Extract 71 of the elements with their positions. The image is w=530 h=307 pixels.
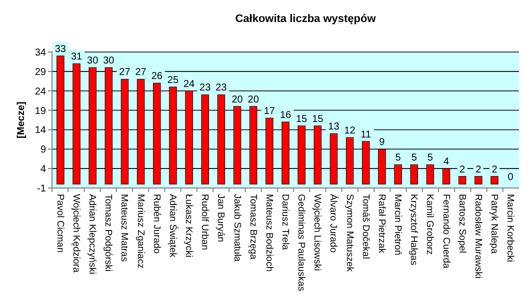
data-label: 2 — [460, 164, 466, 176]
data-label: 33 — [54, 44, 66, 55]
y-tick-label: 4 — [40, 164, 46, 176]
chart-title: Całkowita liczba występów — [235, 13, 376, 25]
data-label: 31 — [70, 52, 83, 63]
data-label: 5 — [411, 152, 418, 164]
x-tick-label: Szymon Matuszek — [344, 194, 355, 272]
x-tick-label: Adrian Świątek — [166, 194, 179, 258]
data-label: 23 — [200, 82, 212, 94]
data-label: 20 — [232, 94, 244, 106]
x-tick-label: Łukasz Krzycki — [183, 194, 194, 258]
data-label: 25 — [167, 74, 179, 86]
y-tick-label: -1 — [37, 184, 46, 194]
x-tick-label: Rudolf Urban — [199, 194, 210, 250]
data-label: 5 — [427, 152, 434, 164]
data-label: 30 — [87, 56, 99, 67]
x-tick-label: Mateusz Bodzioch — [263, 194, 274, 272]
x-tick-label: Marcin Pietroń — [392, 194, 404, 256]
x-tick-label: Tomáš Dočekal — [360, 194, 371, 259]
bar — [458, 176, 466, 184]
x-tick-label: Jakub Szmatuła — [231, 194, 242, 262]
data-label: 0 — [508, 172, 514, 184]
data-label: 2 — [492, 164, 498, 176]
x-tick-label: Adrian Klepczyński — [86, 194, 98, 274]
data-label: 16 — [280, 110, 292, 121]
x-tick-label: Tomasz Podgórski — [102, 194, 114, 272]
x-tick-label: Wojciech Kędziora — [70, 194, 82, 274]
x-tick-label: Radosław Murawski — [472, 194, 484, 278]
bar — [474, 176, 482, 184]
data-label: 17 — [264, 106, 276, 118]
x-tick-label: Álvaro Jurado — [328, 194, 340, 253]
data-label: 27 — [135, 67, 147, 78]
y-axis-title: [Mecze] — [16, 102, 27, 138]
y-tick-label: 19 — [34, 106, 46, 117]
y-tick-label: 9 — [40, 144, 46, 156]
x-tick-label: Marcin Korbecki — [504, 194, 516, 262]
x-tick-label: Tomasz Brzęga — [247, 194, 258, 260]
x-tick-label: Mariusz Zganiacz — [134, 194, 146, 269]
x-tick-label: Jan Buryán — [215, 194, 226, 242]
x-tick-label: Mateusz Matras — [118, 194, 130, 262]
data-label: 13 — [328, 122, 340, 133]
y-tick-label: 34 — [34, 48, 46, 58]
data-label: 26 — [151, 71, 163, 82]
y-tick-label: 14 — [34, 125, 46, 136]
data-label: 4 — [443, 156, 450, 168]
data-label: 24 — [183, 78, 196, 90]
x-tick-label: Patryk Nalepa — [488, 194, 500, 254]
x-tick-label: Krzysztof Hałgas — [408, 194, 420, 266]
data-label: 20 — [248, 94, 260, 106]
y-tick-label: 24 — [34, 86, 46, 98]
data-label: 15 — [312, 114, 324, 125]
data-label: 9 — [379, 137, 386, 148]
data-label: 11 — [360, 129, 372, 140]
data-label: 27 — [119, 67, 131, 78]
y-tick-label: 29 — [34, 66, 46, 78]
data-label: 2 — [476, 164, 482, 176]
x-tick-label: Dariusz Trela — [280, 194, 290, 251]
x-tick-label: Bartosz Sopel — [456, 194, 468, 254]
data-label: 12 — [344, 125, 356, 136]
x-tick-label: Rubén Jurado — [150, 194, 162, 254]
data-label: 30 — [103, 56, 115, 67]
x-tick-label: Rafał Pietrzak — [376, 194, 387, 254]
x-tick-label: Gediminas Paulauskas — [296, 194, 307, 292]
x-tick-label: Wojciech Lisowski — [312, 194, 323, 271]
bar — [490, 176, 498, 184]
data-label: 23 — [216, 82, 228, 94]
data-label: 5 — [395, 152, 402, 164]
x-tick-label: Kamil Groborz — [424, 194, 436, 255]
x-tick-label: Pavol Cicman — [54, 194, 66, 253]
data-label: 15 — [296, 114, 308, 125]
x-tick-label: Fernando Cuerda — [440, 194, 452, 270]
